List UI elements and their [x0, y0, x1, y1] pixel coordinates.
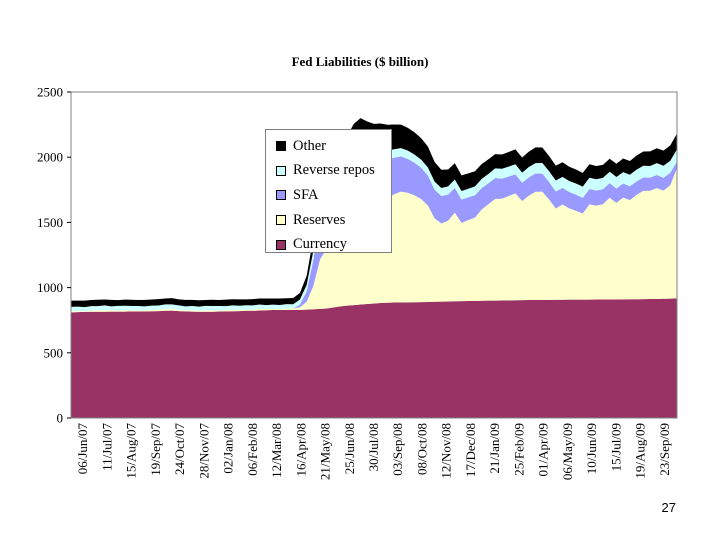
x-tick-label: 15/Aug/07 — [124, 423, 139, 479]
legend-swatch — [276, 141, 286, 152]
x-tick-label: 01/Apr/09 — [536, 423, 551, 476]
x-tick-label: 16/Apr/08 — [293, 423, 308, 476]
x-tick-label: 25/Feb/09 — [511, 423, 526, 476]
legend-swatch — [276, 165, 286, 176]
legend-label: Other — [293, 137, 327, 154]
y-tick-label: 2500 — [37, 85, 63, 100]
x-tick-label: 08/Oct/08 — [415, 423, 430, 475]
x-tick-label: 17/Dec/08 — [463, 423, 478, 477]
plot-frame — [70, 91, 678, 419]
x-tick-label: 19/Aug/09 — [633, 423, 648, 479]
area-sfa — [71, 150, 677, 312]
x-tick-label: 21/Jan/09 — [487, 423, 502, 474]
legend-item-sfa: SFA — [266, 183, 391, 208]
x-tick-label: 15/Jul/09 — [608, 423, 623, 471]
x-tick-label: 11/Jul/07 — [99, 423, 114, 471]
chart-title: Fed Liabilities ($ billion) — [291, 54, 429, 69]
area-other — [71, 118, 677, 308]
y-tick-label: 0 — [57, 411, 64, 426]
y-tick-label: 1500 — [37, 215, 63, 230]
y-tick-label: 500 — [44, 345, 64, 360]
legend-label: SFA — [293, 186, 319, 203]
y-tick-label: 1000 — [37, 280, 63, 295]
legend-item-other: Other — [266, 134, 391, 159]
area-currency — [71, 298, 677, 418]
x-tick-label: 06/Feb/08 — [245, 423, 260, 476]
x-tick-label: 30/Jul/08 — [366, 423, 381, 471]
x-tick-label: 25/Jun/08 — [342, 423, 357, 474]
x-tick-label: 12/Mar/08 — [269, 423, 284, 478]
x-tick-label: 03/Sep/08 — [390, 423, 405, 476]
legend-swatch — [276, 215, 286, 226]
legend-item-currency: Currency — [266, 232, 391, 257]
y-axis: 0 500 1000 1500 2000 2500 — [37, 85, 71, 426]
x-tick-label: 21/May/08 — [318, 423, 333, 480]
x-tick-label: 24/Oct/07 — [172, 423, 187, 475]
legend-item-reverse-repos: Reverse repos — [266, 159, 391, 184]
chart-legend: Other Reverse repos SFA Reserves Currency — [265, 129, 392, 253]
x-tick-label: 10/Jun/09 — [584, 423, 599, 474]
x-axis: 06/Jun/07 11/Jul/07 15/Aug/07 19/Sep/07 24/O… — [75, 423, 672, 481]
x-tick-label: 12/Nov/08 — [439, 423, 454, 479]
legend-label: Currency — [293, 236, 347, 253]
legend-swatch — [276, 190, 286, 201]
x-tick-label: 23/Sep/09 — [657, 423, 672, 476]
legend-label: Reserves — [293, 211, 346, 228]
x-tick-label: 02/Jan/08 — [221, 423, 236, 474]
x-tick-label: 19/Sep/07 — [148, 423, 163, 476]
legend-swatch — [276, 239, 286, 250]
x-tick-label: 06/May/09 — [560, 423, 575, 480]
x-tick-label: 06/Jun/07 — [75, 423, 90, 475]
page-number: 27 — [661, 500, 676, 515]
x-tick-label: 28/Nov/07 — [196, 423, 211, 479]
y-tick-label: 2000 — [37, 150, 63, 165]
legend-label: Reverse repos — [293, 162, 375, 179]
legend-item-reserves: Reserves — [266, 208, 391, 233]
